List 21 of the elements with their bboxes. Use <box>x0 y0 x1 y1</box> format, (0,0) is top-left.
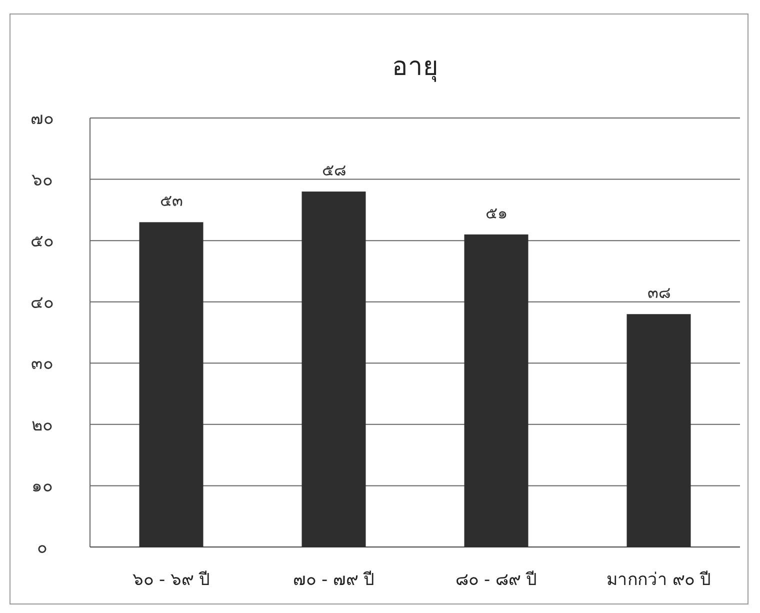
bar <box>464 234 528 547</box>
data-label: ๓๘ <box>647 283 670 302</box>
y-tick-label: ๓๐ <box>31 354 53 374</box>
x-tick-label: ๖๐ - ๖๙ ปี <box>132 570 210 590</box>
y-tick-label: ๔๐ <box>30 292 54 313</box>
data-label: ๕๓ <box>160 191 183 210</box>
x-tick-label: ๘๐ - ๘๙ ปี <box>456 570 537 590</box>
y-tick-label: ๖๐ <box>32 170 52 190</box>
y-tick-label: ๗๐ <box>30 109 54 129</box>
y-tick-label: ๒๐ <box>32 415 52 436</box>
data-label: ๕๑ <box>485 203 508 222</box>
x-tick-label: มากกว่า ๙๐ ปี <box>606 570 712 590</box>
bar <box>626 314 691 547</box>
y-tick-label: ๑๐ <box>32 476 52 497</box>
y-tick-label: ๕๐ <box>30 232 54 252</box>
bar <box>139 222 204 547</box>
x-tick-label: ๗๐ - ๗๙ ปี <box>293 570 374 590</box>
data-label: ๕๘ <box>322 160 346 180</box>
y-tick-label: ๐ <box>37 538 47 558</box>
bar <box>302 192 366 547</box>
chart-title: อายุ <box>392 52 438 82</box>
